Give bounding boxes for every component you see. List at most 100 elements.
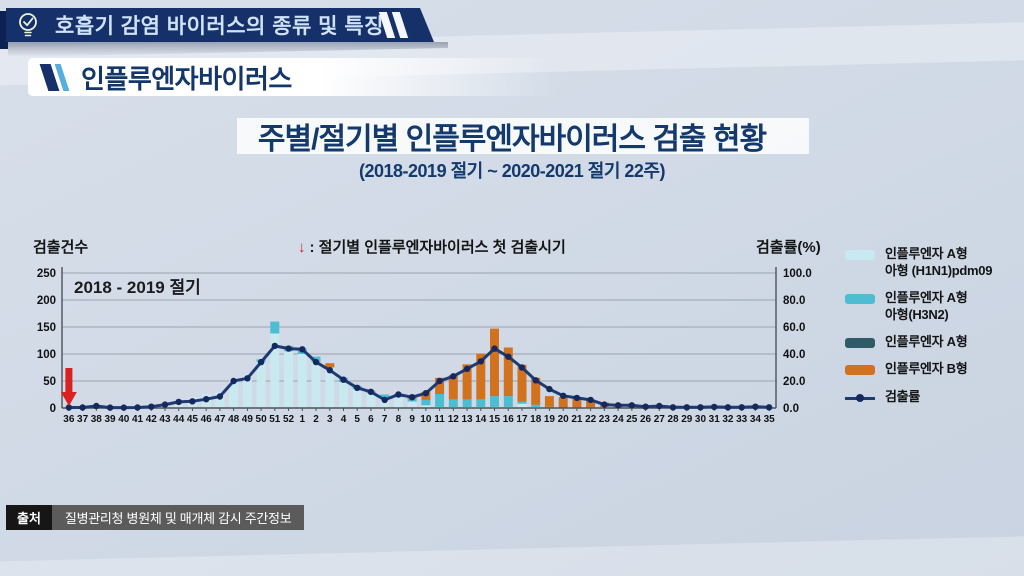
svg-text:36: 36 xyxy=(63,414,75,425)
svg-text:43: 43 xyxy=(159,414,171,425)
source-text: 질병관리청 병원체 및 매개체 감시 주간정보 xyxy=(51,505,305,530)
ribbon-fold xyxy=(0,11,8,49)
legend-item-label: 인플루엔자 A형 아형(H3N2) xyxy=(885,289,968,322)
svg-text:21: 21 xyxy=(571,414,583,425)
svg-text:49: 49 xyxy=(242,414,254,425)
svg-text:33: 33 xyxy=(736,414,748,425)
background-diagonal-band xyxy=(0,532,1024,576)
svg-text:0.0: 0.0 xyxy=(783,403,799,415)
legend-line-swatch xyxy=(845,393,875,403)
svg-text:28: 28 xyxy=(667,414,679,425)
slide-topic-title: 호흡기 감염 바이러스의 종류 및 특징 xyxy=(55,15,384,38)
header-ribbon: 호흡기 감염 바이러스의 종류 및 특징 xyxy=(6,8,434,42)
svg-text:51: 51 xyxy=(269,414,281,425)
svg-text:41: 41 xyxy=(132,414,144,425)
svg-text:3: 3 xyxy=(327,414,333,425)
svg-text:39: 39 xyxy=(104,414,116,425)
legend-item: 인플루엔자 A형 xyxy=(845,334,1023,351)
svg-text:9: 9 xyxy=(409,414,415,425)
chart-main-title: 주별/절기별 인플루엔자바이러스 검출 현황 xyxy=(257,123,767,156)
title-highlight-band xyxy=(237,118,809,154)
svg-text:10: 10 xyxy=(420,414,432,425)
svg-text:31: 31 xyxy=(709,414,721,425)
ribbon-slash-decoration xyxy=(378,12,404,38)
first-detection-arrow xyxy=(60,368,77,406)
svg-text:20.0: 20.0 xyxy=(783,376,805,388)
legend-color-swatch xyxy=(845,337,875,348)
section-title: 인플루엔자바이러스 xyxy=(81,63,292,94)
svg-text:4: 4 xyxy=(341,414,347,425)
legend-color-swatch xyxy=(845,365,875,376)
svg-text:46: 46 xyxy=(201,414,213,425)
svg-text:20: 20 xyxy=(558,414,570,425)
svg-text:50: 50 xyxy=(43,376,56,388)
svg-text:2: 2 xyxy=(313,414,319,425)
svg-text:5: 5 xyxy=(354,414,360,425)
svg-text:150: 150 xyxy=(37,322,56,334)
svg-text:18: 18 xyxy=(530,414,542,425)
svg-text:16: 16 xyxy=(503,414,515,425)
svg-text:7: 7 xyxy=(382,414,388,425)
svg-text:24: 24 xyxy=(613,414,625,425)
svg-text:200: 200 xyxy=(37,295,56,307)
svg-text:40: 40 xyxy=(118,414,130,425)
svg-text:80.0: 80.0 xyxy=(783,295,805,307)
legend-item: 검출률 xyxy=(845,389,1023,406)
svg-text:25: 25 xyxy=(626,414,638,425)
svg-text:40.0: 40.0 xyxy=(783,349,805,361)
legend-item: 인플루엔자 A형 아형 (H1N1)pdm09 xyxy=(845,246,1023,280)
red-down-arrow-icon: ↓ xyxy=(298,239,306,256)
chart-subtitle: (2018-2019 절기 ~ 2020-2021 절기 22주) xyxy=(359,161,666,181)
svg-text:27: 27 xyxy=(654,414,666,425)
source-row: 출처 질병관리청 병원체 및 매개체 감시 주간정보 xyxy=(6,505,305,530)
svg-text:30: 30 xyxy=(695,414,707,425)
svg-text:100.0: 100.0 xyxy=(783,268,812,280)
section-heading: 인플루엔자바이러스 xyxy=(28,58,558,96)
first-detection-annotation: ↓: 절기별 인플루엔자바이러스 첫 검출시기 xyxy=(298,236,566,257)
legend-color-swatch xyxy=(845,250,875,260)
svg-text:23: 23 xyxy=(599,414,611,425)
svg-text:50: 50 xyxy=(256,414,268,425)
legend-item: 인플루엔자 A형 아형(H3N2) xyxy=(845,290,1023,324)
annotation-text: : 절기별 인플루엔자바이러스 첫 검출시기 xyxy=(309,239,566,256)
svg-text:1: 1 xyxy=(300,414,306,425)
source-badge: 출처 xyxy=(6,505,52,530)
svg-text:29: 29 xyxy=(681,414,693,425)
svg-text:14: 14 xyxy=(475,414,487,425)
svg-text:19: 19 xyxy=(544,414,556,425)
svg-text:17: 17 xyxy=(516,414,528,425)
lightbulb-check-icon xyxy=(16,12,40,39)
legend-item-label: 인플루엔자 A형 xyxy=(885,333,968,349)
svg-text:250: 250 xyxy=(37,268,56,280)
legend-item-label: 인플루엔자 B형 xyxy=(885,361,968,377)
svg-text:37: 37 xyxy=(77,414,89,425)
svg-text:0: 0 xyxy=(50,403,56,415)
svg-text:13: 13 xyxy=(461,414,473,425)
chart-legend: 인플루엔자 A형 아형 (H1N1)pdm09 인플루엔자 A형 아형(H3N2)… xyxy=(845,246,1023,417)
svg-text:38: 38 xyxy=(91,414,103,425)
influenza-detection-chart: 0501001502002500.020.040.060.080.0100.03… xyxy=(37,267,812,425)
svg-text:44: 44 xyxy=(173,414,185,425)
season-label: 2018 - 2019 절기 xyxy=(74,278,201,297)
legend-item-label: 인플루엔자 A형 아형 (H1N1)pdm09 xyxy=(885,246,993,278)
svg-text:8: 8 xyxy=(396,414,402,425)
svg-text:35: 35 xyxy=(764,414,776,425)
svg-text:47: 47 xyxy=(214,414,226,425)
svg-text:100: 100 xyxy=(37,349,56,361)
svg-text:52: 52 xyxy=(283,414,295,425)
svg-text:11: 11 xyxy=(434,414,445,425)
left-axis-title: 검출건수 xyxy=(33,239,89,256)
legend-item-label: 검출률 xyxy=(885,389,920,405)
legend-item: 인플루엔자 B형 xyxy=(845,361,1023,378)
svg-text:48: 48 xyxy=(228,414,240,425)
svg-text:6: 6 xyxy=(368,414,374,425)
svg-text:42: 42 xyxy=(146,414,158,425)
svg-text:45: 45 xyxy=(187,414,199,425)
right-axis-title: 검출률(%) xyxy=(756,239,821,256)
svg-text:12: 12 xyxy=(448,414,460,425)
svg-text:26: 26 xyxy=(640,414,652,425)
svg-text:32: 32 xyxy=(722,414,734,425)
legend-color-swatch xyxy=(845,293,875,304)
svg-text:60.0: 60.0 xyxy=(783,322,805,334)
